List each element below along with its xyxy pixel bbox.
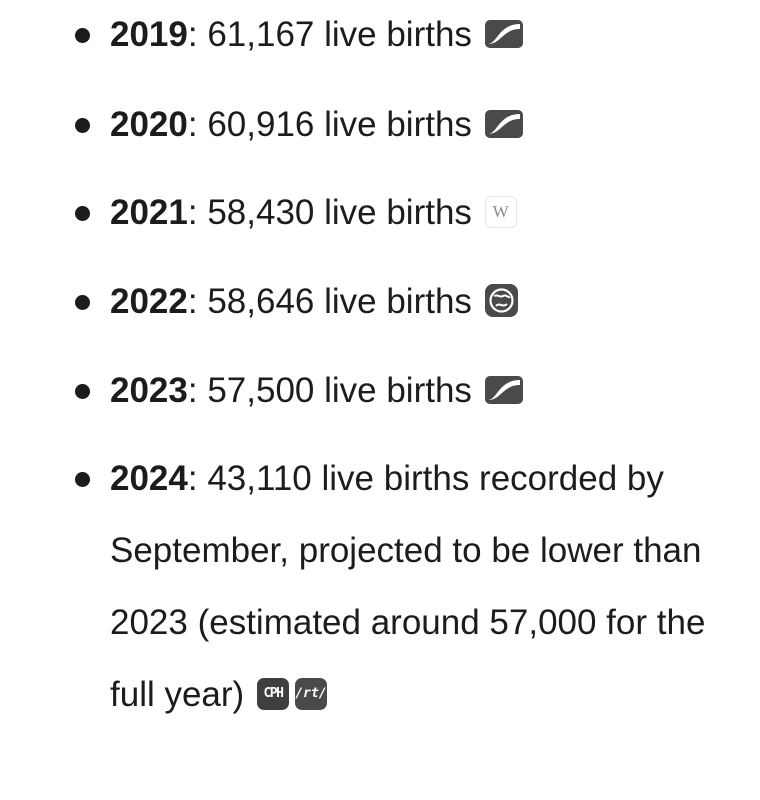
list-item-2019: 2019: 61,167 live births <box>0 0 760 71</box>
list-item-2024: 2024: 43,110 live births recorded by Sep… <box>0 443 720 731</box>
flag-icon[interactable] <box>484 109 523 138</box>
flag-icon[interactable] <box>484 375 523 404</box>
bullet <box>75 206 90 221</box>
list-item-2022: 2022: 58,646 live births <box>0 266 760 338</box>
bullet <box>75 472 90 487</box>
globe-icon[interactable] <box>484 284 518 318</box>
flag-icon[interactable] <box>484 19 523 48</box>
list-item-2020: 2020: 60,916 live births <box>0 89 760 161</box>
entry-text: : 58,646 live births <box>187 282 472 321</box>
entry-text: : 43,110 live births recorded by Septemb… <box>110 459 706 714</box>
year-label: 2021 <box>110 193 188 232</box>
year-label: 2019 <box>110 15 188 54</box>
list-item-2021: 2021: 58,430 live births W <box>0 177 760 249</box>
entry-text: : 57,500 live births <box>187 371 472 410</box>
entry-text: : 61,167 live births <box>187 15 472 54</box>
cph-icon[interactable]: CPH <box>256 677 289 710</box>
entry-text: : 60,916 live births <box>187 105 472 144</box>
bullet <box>75 295 90 310</box>
list-item-2023: 2023: 57,500 live births <box>0 355 760 427</box>
bullet <box>75 118 90 133</box>
entry-text: : 58,430 live births <box>187 193 472 232</box>
bullet <box>75 28 90 43</box>
births-list: 2019: 61,167 live births 2020: 60,916 li… <box>0 0 760 714</box>
rt-icon[interactable]: /rt/ <box>294 677 327 710</box>
year-label: 2023 <box>110 371 188 410</box>
year-label: 2024 <box>110 459 188 498</box>
wikipedia-icon[interactable]: W <box>484 195 517 228</box>
year-label: 2020 <box>110 105 188 144</box>
bullet <box>75 384 90 399</box>
year-label: 2022 <box>110 282 188 321</box>
